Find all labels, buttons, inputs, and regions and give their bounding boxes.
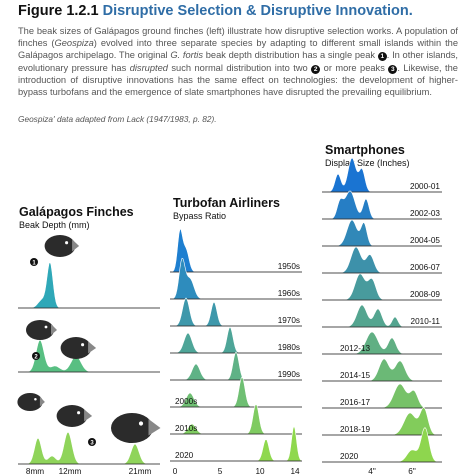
row-label: 2018-19 bbox=[340, 425, 370, 434]
figure-title: Figure 1.2.1 Disruptive Selection & Disru… bbox=[18, 3, 413, 19]
x-tick-label: 0 bbox=[173, 467, 178, 474]
row-label: 2000s bbox=[175, 397, 197, 406]
peak-marker-dot bbox=[32, 352, 40, 360]
row-label: 2020 bbox=[340, 452, 359, 461]
finch-eye bbox=[81, 343, 85, 347]
finch-icon bbox=[60, 337, 92, 359]
x-tick-label: 5 bbox=[218, 467, 223, 474]
panel-subtitle: Bypass Ratio bbox=[173, 211, 226, 221]
caption-text: The beak sizes of Galápagos ground finch… bbox=[18, 26, 458, 49]
x-tick-label: 4" bbox=[368, 467, 376, 474]
row-label: 2004-05 bbox=[410, 236, 440, 245]
row-label: 2012-13 bbox=[340, 344, 370, 353]
finch-eye bbox=[34, 398, 37, 401]
caption: The beak sizes of Galápagos ground finch… bbox=[18, 25, 458, 98]
finch-icon bbox=[111, 413, 153, 443]
caption-text: or more peaks bbox=[320, 62, 389, 73]
finch-icon bbox=[26, 320, 54, 340]
ridge bbox=[18, 261, 160, 309]
caption-text: G. fortis bbox=[170, 50, 204, 61]
caption-text: disrupted bbox=[129, 62, 168, 73]
source-text: Geospiza' data adapted from Lack (1947/1… bbox=[18, 114, 217, 124]
finch-eye bbox=[138, 421, 144, 426]
panel-title: Galápagos Finches bbox=[19, 205, 134, 219]
peak-marker: 2 bbox=[311, 64, 321, 74]
peak-marker-label: 1 bbox=[32, 260, 36, 266]
row-label: 2008-09 bbox=[410, 290, 440, 299]
finch-beak bbox=[84, 409, 93, 422]
panel-subtitle: Beak Depth (mm) bbox=[19, 220, 90, 230]
row-label: 2002-03 bbox=[410, 209, 440, 218]
finch-eye bbox=[44, 325, 48, 329]
row-label: 2000-01 bbox=[410, 182, 440, 191]
finch-icon bbox=[56, 405, 88, 427]
caption-text: Geospiza bbox=[54, 38, 94, 49]
row-label: 2020 bbox=[175, 451, 194, 460]
row-label: 2006-07 bbox=[410, 263, 440, 272]
peak-marker-dot bbox=[30, 258, 38, 266]
caption-text: beak depth distribution has a single pea… bbox=[203, 50, 378, 61]
finch-icon bbox=[17, 393, 43, 411]
source-note: Geospiza' data adapted from Lack (1947/1… bbox=[18, 114, 217, 124]
peak-marker-label: 2 bbox=[34, 354, 38, 360]
finch-beak bbox=[148, 419, 161, 436]
finch-eye bbox=[65, 241, 69, 245]
figure-number: Figure 1.2.1 bbox=[18, 3, 99, 19]
panel-title: Turbofan Airliners bbox=[173, 196, 280, 210]
caption-text: . In other islands, evolutionary pressur… bbox=[18, 50, 458, 73]
finch-beak bbox=[88, 341, 97, 354]
x-tick-label: 21mm bbox=[129, 467, 152, 474]
finch-beak bbox=[51, 324, 57, 335]
peak-marker: 1 bbox=[377, 52, 387, 62]
x-tick-label: 12mm bbox=[59, 467, 82, 474]
finch-beak bbox=[39, 396, 45, 407]
panel-subtitle: Display Size (Inches) bbox=[325, 158, 410, 168]
row-label: 1960s bbox=[278, 289, 300, 298]
row-label: 2010-11 bbox=[411, 317, 441, 326]
x-tick-label: 10 bbox=[255, 467, 265, 474]
peak-marker-label: 3 bbox=[90, 440, 94, 446]
panel-title: Smartphones bbox=[325, 143, 405, 157]
row-label: 1950s bbox=[278, 262, 300, 271]
row-label: 2010s bbox=[175, 424, 197, 433]
x-tick-label: 14 bbox=[290, 467, 300, 474]
caption-text: . Likewise, the introduction of disrupti… bbox=[18, 62, 458, 98]
figure-heading: Disruptive Selection & Disruptive Innova… bbox=[102, 3, 413, 19]
row-label: 2016-17 bbox=[340, 398, 370, 407]
caption-text: ) evolved into three separate species by… bbox=[18, 38, 458, 61]
row-label: 1990s bbox=[278, 370, 300, 379]
x-tick-label: 8mm bbox=[26, 467, 44, 474]
peak-marker-dot bbox=[88, 438, 96, 446]
finch-icon bbox=[44, 235, 76, 257]
caption-text: such normal distribution into two bbox=[167, 62, 312, 73]
row-label: 2014-15 bbox=[340, 371, 370, 380]
row-label: 1980s bbox=[278, 343, 300, 352]
peak-marker: 3 bbox=[388, 64, 398, 74]
finch-beak bbox=[72, 239, 80, 252]
finch-eye bbox=[77, 411, 81, 415]
row-label: 1970s bbox=[278, 316, 300, 325]
x-tick-label: 6" bbox=[408, 467, 416, 474]
